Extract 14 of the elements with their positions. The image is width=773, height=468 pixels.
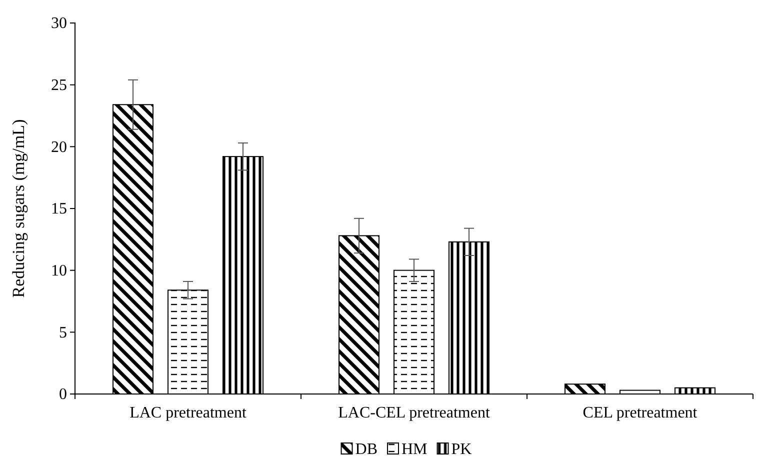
legend-label: HM [402, 441, 428, 458]
y-tick-label: 20 [51, 138, 67, 156]
y-tick-label: 30 [51, 15, 67, 32]
legend-label: DB [355, 441, 378, 458]
y-tick-label: 10 [51, 262, 67, 280]
x-tick-label: LAC pretreatment [130, 404, 247, 422]
y-tick-label: 15 [51, 200, 67, 218]
y-tick-label: 25 [51, 76, 67, 94]
legend-label: PK [451, 441, 472, 458]
y-axis-title: Reducing sugars (mg/mL) [9, 119, 28, 298]
y-tick-label: 0 [59, 386, 67, 404]
x-tick-label: LAC-CEL pretreatment [338, 404, 490, 422]
y-tick-label: 5 [59, 324, 67, 342]
x-tick-label: CEL pretreatment [582, 404, 698, 422]
